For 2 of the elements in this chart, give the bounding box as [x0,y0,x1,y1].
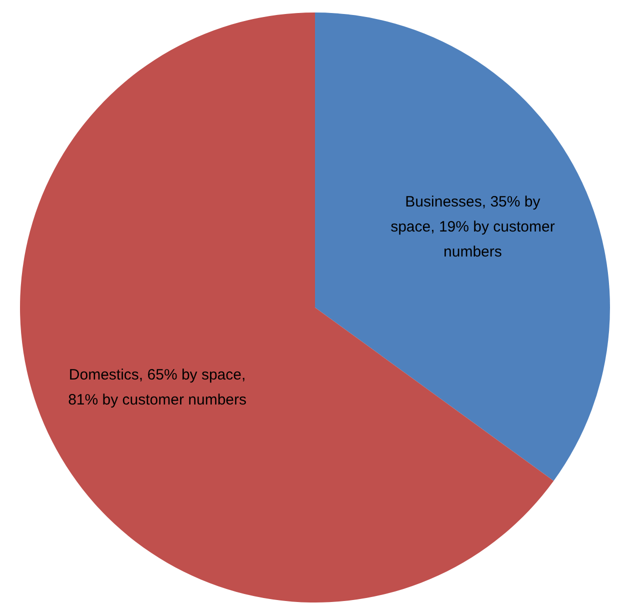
slice-label: Domestics, 65% by space, 81% by customer numbers [68,366,247,408]
slice-label: Businesses, 35% by space, 19% by customer numbers [390,193,555,260]
